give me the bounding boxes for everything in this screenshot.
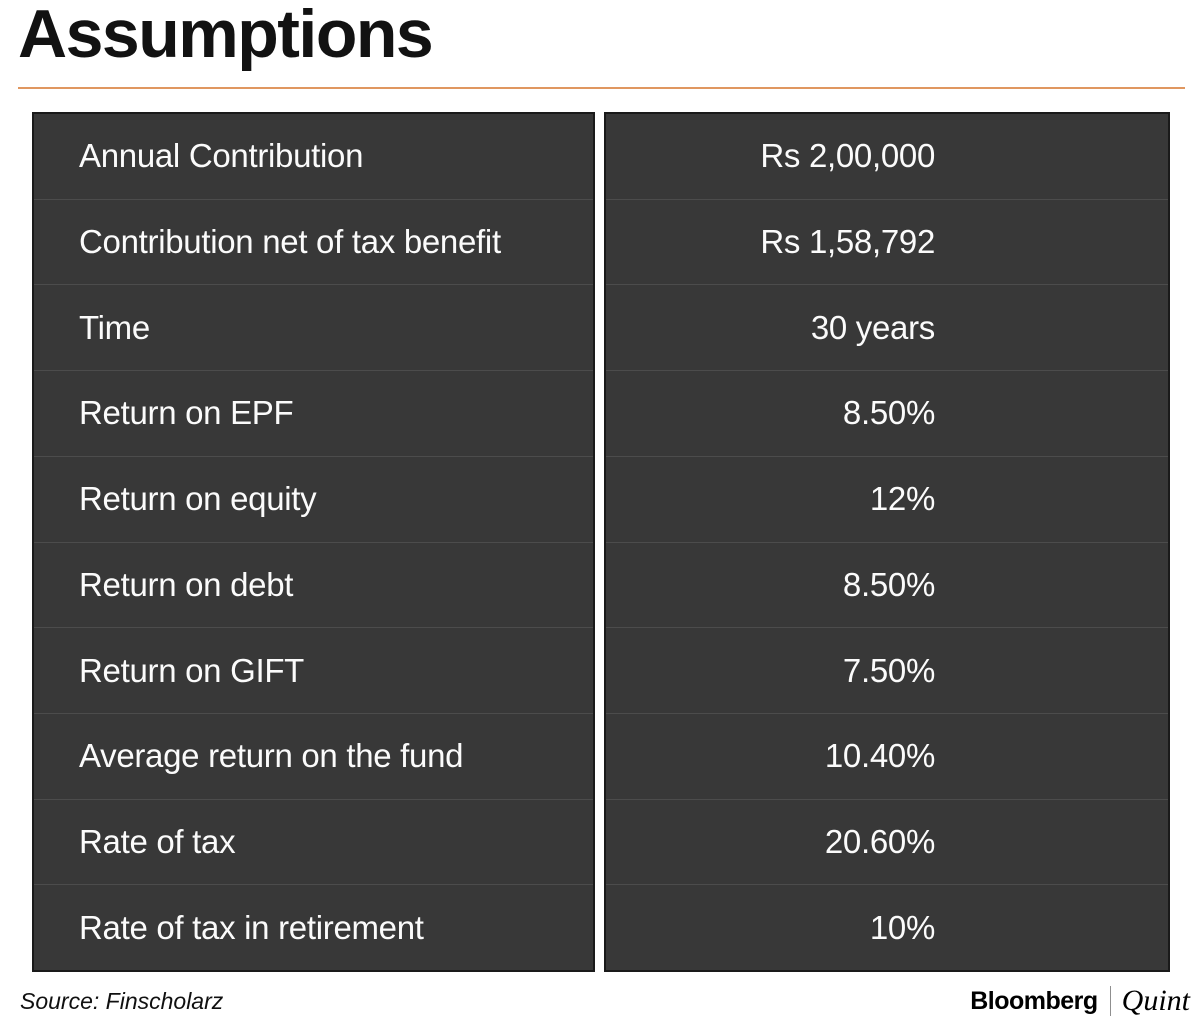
- assumption-value-cell: Rs 1,58,792: [606, 198, 1168, 285]
- values-column: Rs 2,00,000 Rs 1,58,792 30 years 8.50% 12% 8.…: [604, 112, 1170, 972]
- bloomberg-wordmark: Bloomberg: [970, 986, 1098, 1015]
- assumption-value-cell: 10.40%: [606, 712, 1168, 799]
- assumption-label-cell: Annual Contribution: [79, 137, 364, 175]
- bloombergquint-logo: Bloomberg Quint: [970, 984, 1190, 1018]
- assumption-label-cell: Rate of tax in retirement: [34, 884, 593, 970]
- source-credit: Source: Finscholarz: [20, 987, 224, 1014]
- assumption-value-cell: 10%: [606, 884, 1168, 970]
- assumption-label-cell: Contribution net of tax benefit: [34, 198, 593, 285]
- assumptions-table: Annual Contribution Contribution net of t…: [32, 112, 1170, 972]
- assumption-label-cell: Return on debt: [34, 541, 593, 628]
- page-title: Assumptions: [18, 0, 434, 72]
- assumption-label-cell: Return on EPF: [34, 370, 593, 456]
- assumption-value-cell: 30 years: [606, 284, 1168, 370]
- labels-column: Annual Contribution Contribution net of t…: [32, 112, 595, 972]
- assumption-label-cell: Rate of tax: [34, 798, 593, 885]
- assumption-label-cell: Return on GIFT: [34, 627, 593, 713]
- quint-wordmark: Quint: [1121, 984, 1190, 1017]
- footer: Source: Finscholarz Bloomberg Quint: [20, 980, 1190, 1022]
- assumption-value-cell: 8.50%: [606, 370, 1168, 456]
- logo-divider: [1109, 986, 1111, 1016]
- accent-rule: [18, 87, 1185, 89]
- assumption-value-cell: 12%: [606, 455, 1168, 542]
- assumption-value-cell: 8.50%: [606, 541, 1168, 628]
- assumption-label-cell: Average return on the fund: [34, 712, 593, 799]
- assumption-value-cell: Rs 2,00,000: [760, 137, 935, 175]
- assumption-label-cell: Time: [34, 284, 593, 370]
- assumption-value-cell: 20.60%: [606, 798, 1168, 885]
- assumption-value-cell: 7.50%: [606, 627, 1168, 713]
- assumption-label-cell: Return on equity: [34, 455, 593, 542]
